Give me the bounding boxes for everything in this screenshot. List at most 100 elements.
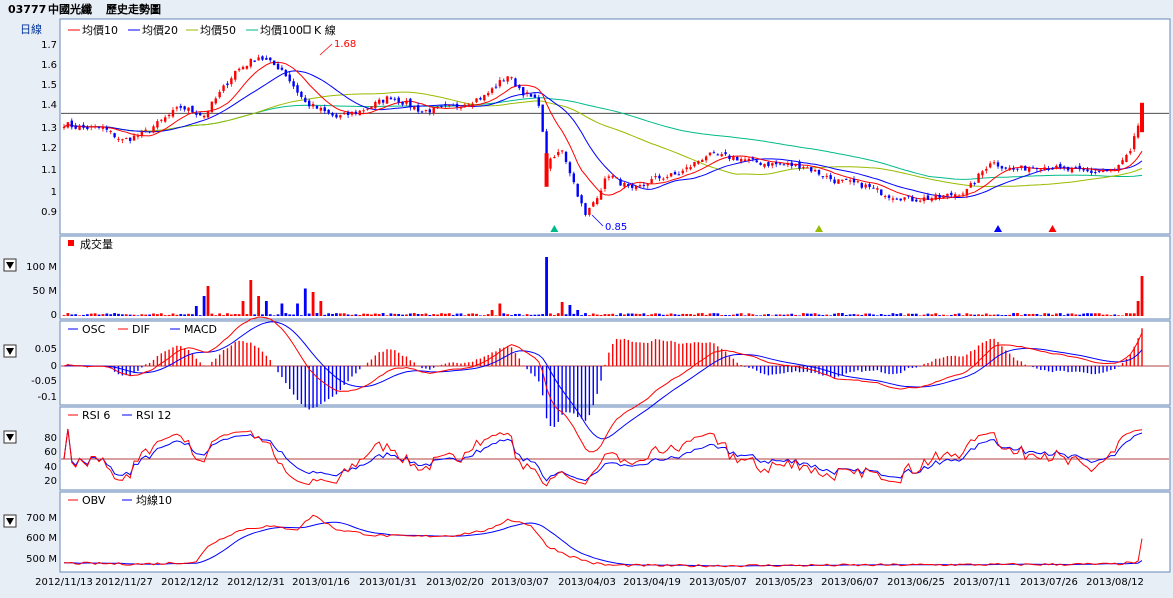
candle-body <box>860 183 863 188</box>
x-tick: 2013/07/11 <box>953 577 1011 588</box>
candle-body <box>774 162 778 165</box>
volume-bar <box>70 314 74 316</box>
volume-bar <box>167 314 171 316</box>
candle-body <box>856 181 860 183</box>
candle-body <box>942 195 945 199</box>
volume-bar <box>685 313 689 316</box>
obv-collapse-button[interactable] <box>3 514 17 528</box>
candle-body <box>163 117 167 122</box>
candle-body <box>206 111 210 118</box>
volume-bar <box>552 315 556 316</box>
candle-body <box>358 110 361 116</box>
volume-bar <box>973 314 977 316</box>
volume-bar <box>681 313 685 316</box>
volume-bar <box>447 313 451 316</box>
candle-body <box>195 113 198 115</box>
volume-bar <box>237 314 241 316</box>
candle-body <box>883 195 887 198</box>
candle-body <box>782 164 786 166</box>
volume-bar <box>350 314 354 316</box>
candle-body <box>751 158 755 160</box>
volume-bar <box>1117 315 1121 316</box>
volume-bar <box>650 314 654 316</box>
macd-signal-line <box>63 321 1143 440</box>
volume-bar <box>1082 313 1086 316</box>
candle-body <box>778 163 782 165</box>
volume-bar <box>303 288 307 316</box>
volume-bar <box>907 313 910 316</box>
volume-bar <box>241 301 245 316</box>
volume-bar <box>747 313 751 316</box>
volume-bar <box>120 314 124 316</box>
candle-body <box>413 106 416 110</box>
candle-body <box>241 66 245 70</box>
candle-body <box>378 99 381 104</box>
candle-body <box>385 96 389 104</box>
candle-body <box>544 153 549 187</box>
candle-body <box>327 109 330 113</box>
volume-bar <box>977 314 980 316</box>
candle-body <box>265 57 268 60</box>
volume-collapse-button[interactable] <box>3 258 17 272</box>
volume-bar <box>829 315 833 316</box>
volume-bar <box>529 314 533 316</box>
volume-bar <box>455 313 459 316</box>
candle-body <box>210 101 214 113</box>
candle-body <box>436 106 439 108</box>
rsi-collapse-button[interactable] <box>3 430 17 444</box>
price-tick: 1.7 <box>41 40 57 51</box>
macd-collapse-button[interactable] <box>3 344 17 358</box>
candle-body <box>323 107 326 112</box>
volume-bar <box>514 314 517 316</box>
candle-body <box>113 133 116 138</box>
candle-body <box>128 137 132 141</box>
volume-bar <box>405 314 408 316</box>
candle-body <box>611 175 614 178</box>
volume-bar <box>584 313 587 316</box>
candle-body <box>607 176 611 178</box>
volume-bar <box>805 313 809 316</box>
candle-body <box>895 198 899 200</box>
candle-body <box>97 126 101 128</box>
volume-bar <box>868 313 871 316</box>
volume-bar <box>183 314 187 316</box>
candle-body <box>1012 168 1015 170</box>
volume-bar <box>837 313 840 316</box>
volume-bar <box>766 314 770 316</box>
volume-bar <box>451 314 455 316</box>
volume-bar <box>463 315 467 316</box>
candle-body <box>175 107 179 109</box>
volume-bar <box>634 313 638 316</box>
legend-rsi6: RSI 6 <box>82 409 110 422</box>
candle-body <box>269 57 272 61</box>
x-tick: 2012/11/13 <box>35 577 93 588</box>
candle-body <box>440 105 443 107</box>
volume-bar <box>1051 314 1054 316</box>
volume-bar <box>187 313 190 316</box>
volume-bar <box>93 313 97 316</box>
volume-bar <box>498 303 502 316</box>
volume-bar <box>432 314 436 316</box>
candle-body <box>938 194 941 198</box>
legend-ma10: 均價10 <box>82 23 118 37</box>
candle-body <box>669 173 673 177</box>
candle-body <box>311 103 315 107</box>
candle-body <box>389 97 393 100</box>
candle-body <box>572 173 576 183</box>
volume-bar <box>856 314 860 316</box>
candle-body <box>728 155 731 159</box>
volume-bar <box>891 313 895 316</box>
candle-body <box>693 161 696 167</box>
volume-bar <box>852 314 856 316</box>
volume-bar <box>105 313 109 316</box>
volume-bar <box>482 315 486 316</box>
candle-body <box>864 184 867 188</box>
candle-body <box>576 183 579 197</box>
volume-tick: 50 M <box>32 286 57 297</box>
volume-bar <box>253 314 257 316</box>
volume-bar <box>1128 313 1132 316</box>
candle-body <box>370 106 373 110</box>
candle-body <box>144 129 147 131</box>
